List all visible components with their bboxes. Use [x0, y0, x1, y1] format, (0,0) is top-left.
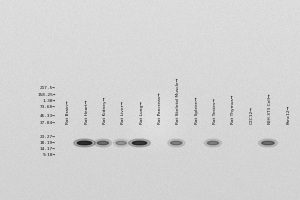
- Ellipse shape: [94, 139, 111, 147]
- Text: Rat Thymus→: Rat Thymus→: [231, 95, 235, 124]
- Ellipse shape: [259, 139, 278, 147]
- Text: Rat Pancreas→: Rat Pancreas→: [158, 92, 162, 124]
- Ellipse shape: [207, 141, 219, 145]
- Ellipse shape: [77, 141, 92, 145]
- Text: Rat Spleen→: Rat Spleen→: [195, 97, 199, 124]
- Text: Rat Kidney→: Rat Kidney→: [103, 97, 107, 124]
- Text: 18.19→: 18.19→: [40, 141, 56, 145]
- Text: 37.84→: 37.84→: [40, 121, 56, 125]
- Text: NIH 3T3 Cell→: NIH 3T3 Cell→: [268, 94, 272, 124]
- Text: 73.68→: 73.68→: [40, 105, 56, 109]
- Text: 46.33→: 46.33→: [40, 114, 56, 118]
- Text: Panc12→: Panc12→: [286, 105, 290, 124]
- Text: C2C12→: C2C12→: [250, 106, 254, 124]
- Text: 23.27→: 23.27→: [40, 135, 56, 139]
- Ellipse shape: [132, 141, 147, 145]
- Ellipse shape: [97, 141, 109, 145]
- Text: 9.18→: 9.18→: [42, 153, 56, 157]
- Ellipse shape: [74, 139, 95, 147]
- Text: Rat Brain→: Rat Brain→: [66, 100, 70, 124]
- Ellipse shape: [262, 141, 274, 145]
- Text: 158.25→: 158.25→: [37, 93, 56, 97]
- Text: Rat Lung→: Rat Lung→: [140, 101, 144, 124]
- Ellipse shape: [170, 141, 182, 145]
- Ellipse shape: [116, 141, 127, 145]
- Text: Rat Heart→: Rat Heart→: [85, 100, 88, 124]
- Ellipse shape: [113, 139, 129, 147]
- Text: Rat Liver→: Rat Liver→: [121, 101, 125, 124]
- Ellipse shape: [204, 139, 221, 147]
- Text: 1.38→: 1.38→: [42, 99, 56, 103]
- Ellipse shape: [168, 139, 185, 147]
- Ellipse shape: [129, 139, 150, 147]
- Text: 14.17→: 14.17→: [40, 147, 56, 151]
- Text: Rat Testes→: Rat Testes→: [213, 98, 217, 124]
- Text: 217.5→: 217.5→: [40, 86, 56, 90]
- Text: Rat Skeletal Muscle→: Rat Skeletal Muscle→: [176, 78, 180, 124]
